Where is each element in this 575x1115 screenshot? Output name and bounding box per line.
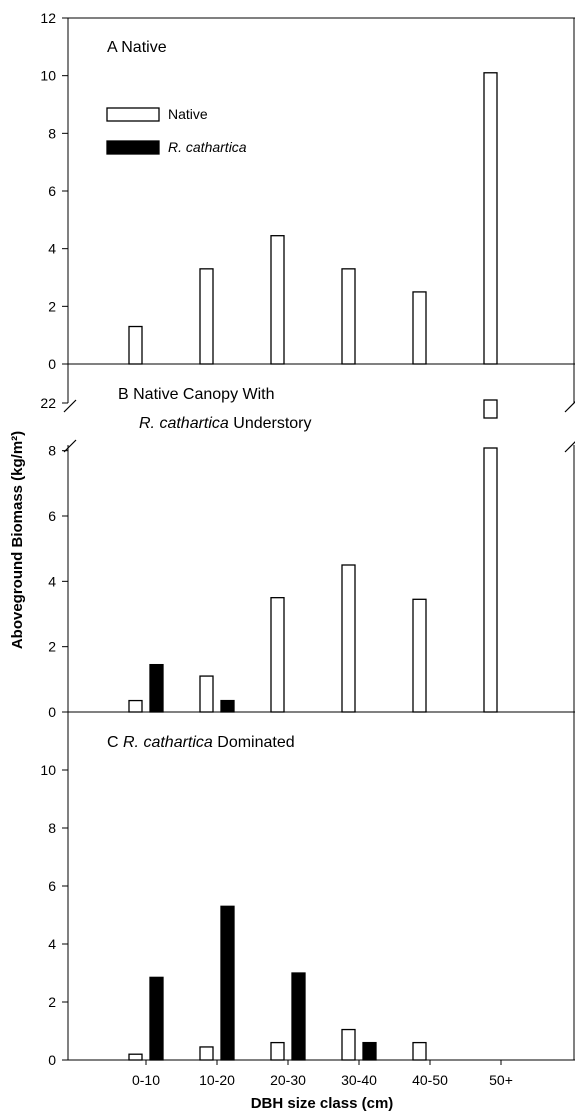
- y-tick-label: 2: [48, 298, 56, 314]
- plot-frame: 0-10 10-20 20-30 30-40 40-50 50+: [63, 17, 575, 1088]
- bar-C-0-2: [270, 1041, 285, 1061]
- panel-title-A: A Native: [107, 39, 167, 56]
- y-tick-label: 0: [48, 1052, 56, 1068]
- y-tick-label-break: 22: [40, 395, 56, 411]
- bar-A-0-2: [270, 235, 285, 365]
- bar-A-0-3: [341, 268, 356, 365]
- panel-title-C: C R. cathartica Dominated: [107, 734, 295, 751]
- right-break-mark-upper: [564, 401, 575, 413]
- y-axis-label: Aboveground Biomass (kg/m²): [9, 431, 26, 649]
- bar-A-0-0: [128, 325, 143, 365]
- y-tick-label: 2: [48, 994, 56, 1010]
- legend-swatch-0: [106, 107, 160, 122]
- legend-label-1: R. cathartica: [168, 139, 247, 155]
- panel-A: 0 2 4 6 8 10 12 A Native: [40, 10, 498, 372]
- bar-C-1-0: [149, 976, 164, 1061]
- bar-B-0-1: [199, 675, 214, 713]
- panel-title-B-line2: R. cathartica Understory: [139, 415, 312, 432]
- y-tick-label: 8: [48, 125, 56, 141]
- legend-label-0: Native: [168, 106, 208, 122]
- y-tick-label: 2: [48, 639, 56, 655]
- bar-C-1-3: [362, 1041, 377, 1061]
- x-tick-label: 10-20: [199, 1072, 235, 1088]
- y-tick-label: 0: [48, 356, 56, 372]
- bar-C-0-4: [412, 1041, 427, 1061]
- bar-C-1-2: [291, 972, 306, 1061]
- x-tick-label: 0-10: [132, 1072, 160, 1088]
- bar-A-0-4: [412, 291, 427, 365]
- bar-B-0-5-lower: [483, 447, 498, 713]
- bar-break-gap: [482, 419, 499, 447]
- y-tick-label: 6: [48, 878, 56, 894]
- legend-swatch-1: [106, 140, 160, 155]
- y-tick-label: 12: [40, 10, 56, 26]
- y-tick-label: 4: [48, 241, 56, 257]
- bar-C-0-3: [341, 1028, 356, 1061]
- right-break-mark-lower: [564, 441, 575, 453]
- y-tick-label: 0: [48, 704, 56, 720]
- y-tick-label: 4: [48, 573, 56, 589]
- x-tick-label: 50+: [489, 1072, 513, 1088]
- bar-B-1-1: [220, 699, 235, 713]
- bar-C-0-1: [199, 1046, 214, 1061]
- y-tick-label: 10: [40, 762, 56, 778]
- bar-B-0-2: [270, 597, 285, 713]
- panel-B: 0 2 4 6 8 22 B Native Canopy With R. cathartica…: [40, 386, 499, 720]
- y-tick-label: 6: [48, 508, 56, 524]
- axis-break-mark-lower: [63, 439, 77, 453]
- bar-B-0-3: [341, 564, 356, 713]
- bar-B-1-0: [149, 663, 164, 713]
- x-tick-label: 20-30: [270, 1072, 306, 1088]
- y-tick-label: 10: [40, 68, 56, 84]
- y-tick-label: 6: [48, 183, 56, 199]
- bar-B-0-4: [412, 598, 427, 713]
- y-tick-label: 4: [48, 936, 56, 952]
- bar-B-0-0: [128, 699, 143, 713]
- panel-C: 0 2 4 6 8 10 C R. cathartica Dominated: [40, 734, 427, 1068]
- bar-C-1-1: [220, 905, 235, 1061]
- x-tick-label: 40-50: [412, 1072, 448, 1088]
- legend: Native R. cathartica: [106, 106, 247, 155]
- panel-title-B-line1: B Native Canopy With: [118, 386, 275, 403]
- chart-panels: 0 2 4 6 8 10 12 A Native 0 2 4 6 8 22 B Native Canopy …: [40, 10, 499, 1068]
- y-tick-label: 8: [48, 443, 56, 459]
- bar-A-0-1: [199, 268, 214, 365]
- bar-A-0-5: [483, 72, 498, 365]
- axis-break-mark-upper: [63, 399, 77, 413]
- y-tick-label: 8: [48, 820, 56, 836]
- x-axis-label: DBH size class (cm): [251, 1095, 394, 1112]
- bar-C-0-0: [128, 1053, 143, 1061]
- x-tick-label: 30-40: [341, 1072, 377, 1088]
- bar-B-0-5-upper: [483, 399, 498, 419]
